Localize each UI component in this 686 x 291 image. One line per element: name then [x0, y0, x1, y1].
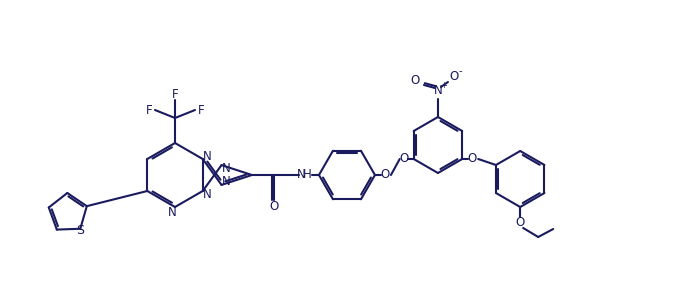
Text: N: N [167, 207, 176, 219]
Text: O: O [399, 152, 408, 166]
Text: F: F [198, 104, 204, 116]
Text: H: H [303, 168, 311, 182]
Text: +: + [440, 81, 447, 91]
Text: -: - [458, 66, 462, 76]
Text: O: O [410, 74, 420, 88]
Text: O: O [449, 70, 458, 84]
Text: S: S [76, 224, 84, 237]
Text: N: N [296, 168, 305, 180]
Text: O: O [516, 217, 525, 230]
Text: O: O [270, 200, 279, 214]
Text: N: N [203, 187, 212, 200]
Text: O: O [380, 168, 390, 182]
Text: O: O [468, 152, 477, 166]
Text: N: N [222, 175, 231, 188]
Text: F: F [145, 104, 152, 116]
Text: N: N [222, 162, 231, 175]
Text: N: N [203, 150, 212, 162]
Text: N: N [434, 84, 442, 97]
Text: F: F [172, 88, 178, 102]
